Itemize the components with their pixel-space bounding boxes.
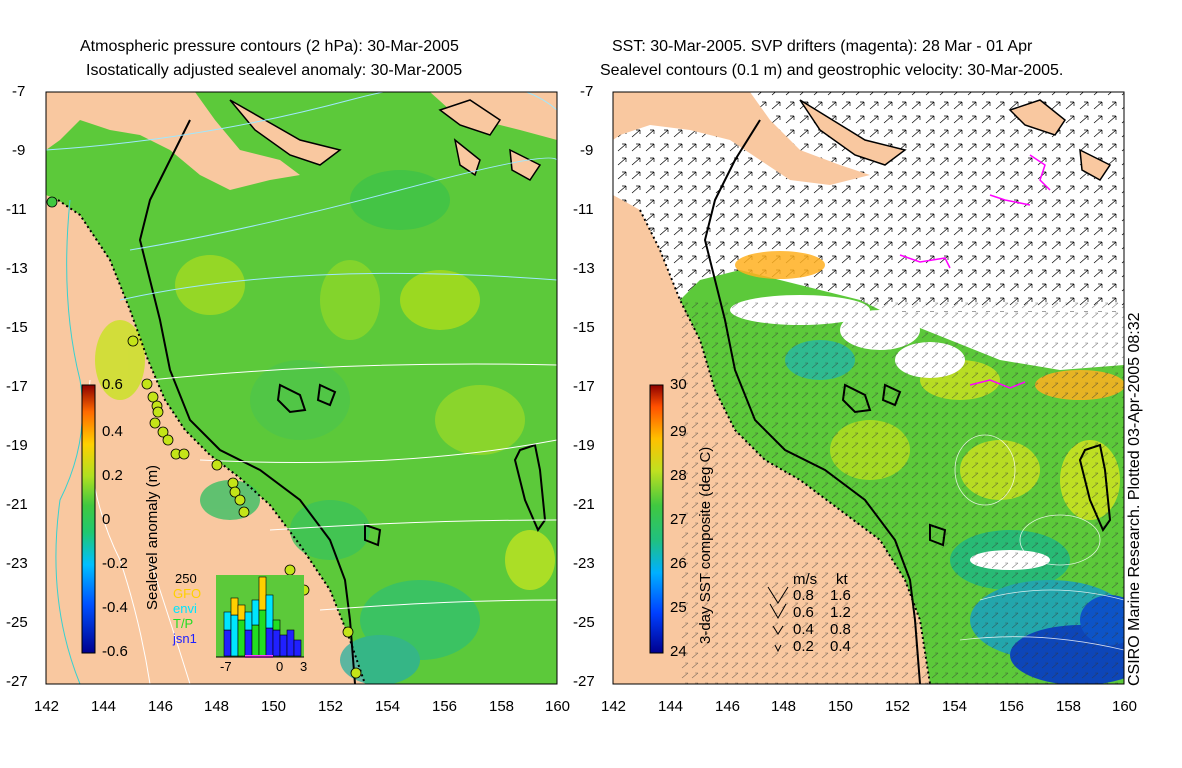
velocity-legend-ms: 0.4 [793,621,814,638]
left-lat-tick: -11 [6,201,27,218]
left-lon-tick: 154 [375,698,401,715]
inset-x-tick: 0 [276,659,284,674]
velocity-legend-ms-header: m/s [793,571,818,588]
right-map [613,92,1124,684]
inset-x-tick: -7 [220,659,232,674]
right-lat-tick: -11 [573,201,594,218]
right-lat-tick: -7 [580,83,594,100]
left-title-line1: Atmospheric pressure contours (2 hPa): 3… [80,38,459,55]
satellite-histogram-inset [216,575,304,658]
left-lon-tick: 148 [204,698,230,715]
left-lat-tick: -9 [12,142,26,159]
right-colorbar-tick: 30 [670,376,687,393]
velocity-legend-ms: 0.8 [793,587,814,604]
right-map-frame [612,91,1125,685]
right-lon-tick: 158 [1056,698,1082,715]
left-colorbar-tick: 0.6 [102,376,123,393]
left-colorbar-tick: -0.2 [102,555,128,572]
left-lat-tick: -21 [6,496,28,513]
velocity-legend-ms: 0.6 [793,604,814,621]
right-lat-tick: -9 [580,142,594,159]
left-colorbar-tick: -0.4 [102,599,128,616]
left-lat-tick: -15 [6,319,28,336]
right-colorbar-tick: 27 [670,511,687,528]
right-lat-tick: -27 [573,673,595,690]
right-lon-tick: 144 [658,698,684,715]
inset-legend-jsn1: jsn1 [173,631,197,646]
left-lon-tick: 158 [489,698,515,715]
right-colorbar-tick: 28 [670,467,687,484]
left-lat-tick: -27 [6,673,28,690]
right-colorbar [649,384,664,654]
drifter-tracks [899,154,1051,389]
right-lat-tick: -15 [573,319,595,336]
right-colorbar-tick: 25 [670,599,687,616]
right-lon-tick: 154 [942,698,968,715]
right-colorbar-label: 3-day SST composite (deg C) [697,446,714,644]
left-colorbar-tick: -0.6 [102,643,128,660]
left-lat-tick: -25 [6,614,28,631]
velocity-legend-ms: 0.2 [793,638,814,655]
inset-legend-gfo: GFO [173,586,202,601]
right-lat-tick: -21 [573,496,595,513]
inset-x-tick: 3 [300,659,308,674]
right-colorbar-tick: 26 [670,555,687,572]
velocity-legend-kt: 1.2 [830,604,851,621]
inset-legend-envi: envi [173,601,197,616]
right-lon-tick: 156 [999,698,1025,715]
left-lat-tick: -13 [6,260,28,277]
right-lon-tick: 142 [601,698,627,715]
left-colorbar-label: Sealevel anomaly (m) [144,464,161,610]
left-colorbar-tick: 0.2 [102,467,123,484]
credit-text: CSIRO Marine Research. Plotted 03-Apr-20… [1126,312,1143,686]
right-lat-tick: -13 [573,260,595,277]
right-colorbar-tick: 24 [670,643,687,660]
left-lon-tick: 160 [545,698,571,715]
velocity-legend-kt: 0.8 [830,621,851,638]
right-title-line2: Sealevel contours (0.1 m) and geostrophi… [600,62,1064,79]
right-lon-tick: 146 [715,698,741,715]
right-lat-tick: -19 [573,437,595,454]
velocity-legend-kt: 1.6 [830,587,851,604]
left-title-line2: Isostatically adjusted sealevel anomaly:… [86,62,463,79]
right-lat-tick: -17 [573,378,595,395]
right-lon-tick: 150 [828,698,854,715]
left-lat-tick: -17 [6,378,28,395]
left-lon-tick: 144 [91,698,117,715]
velocity-legend-arrows [767,586,789,653]
left-lon-tick: 150 [261,698,287,715]
left-lon-tick: 152 [318,698,344,715]
right-colorbar-tick: 29 [670,423,687,440]
left-colorbar [81,384,96,654]
right-title-line1: SST: 30-Mar-2005. SVP drifters (magenta)… [612,38,1033,55]
inset-count-label: 250 [175,571,197,586]
left-map-frame [45,91,558,685]
right-lon-tick: 152 [885,698,911,715]
inset-legend-tp: T/P [173,616,194,631]
left-lon-tick: 156 [432,698,458,715]
right-lat-tick: -23 [573,555,595,572]
right-lat-tick: -25 [573,614,595,631]
right-lon-tick: 148 [771,698,797,715]
left-lat-tick: -7 [12,83,26,100]
right-lon-tick: 160 [1112,698,1138,715]
velocity-legend-kt: 0.4 [830,638,851,655]
left-lat-tick: -19 [6,437,28,454]
left-lat-tick: -23 [6,555,28,572]
left-lon-tick: 142 [34,698,60,715]
velocity-legend-kt-header: kt [836,571,848,588]
left-colorbar-tick: 0.4 [102,423,123,440]
left-lon-tick: 146 [148,698,174,715]
left-colorbar-tick: 0 [102,511,111,528]
